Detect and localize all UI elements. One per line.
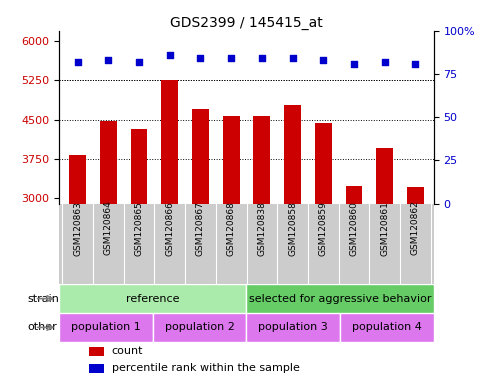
Bar (407, 187, 424, 355)
Bar (346, 186, 362, 355)
Bar (223, 116, 240, 355)
Bar (340, 313, 434, 342)
Bar (192, 109, 209, 355)
Text: population 2: population 2 (165, 322, 235, 333)
Text: population 1: population 1 (71, 322, 141, 333)
Bar (284, 105, 301, 355)
Title: GDS2399 / 145415_at: GDS2399 / 145415_at (170, 16, 323, 30)
Bar (246, 284, 434, 313)
Text: other: other (27, 322, 57, 333)
Text: population 4: population 4 (352, 322, 422, 333)
Bar (153, 313, 246, 342)
Text: population 3: population 3 (258, 322, 328, 333)
Point (288, 55, 296, 61)
Point (135, 59, 143, 65)
Point (412, 60, 420, 67)
Bar (161, 80, 178, 355)
Text: strain: strain (27, 293, 59, 304)
Point (197, 55, 205, 61)
Text: percentile rank within the sample: percentile rank within the sample (111, 363, 299, 373)
Bar (69, 156, 86, 355)
Point (73, 59, 81, 65)
Bar (253, 116, 270, 355)
Bar (246, 313, 340, 342)
Text: reference: reference (126, 293, 179, 304)
Point (105, 57, 112, 63)
Bar (100, 121, 117, 355)
Point (166, 52, 174, 58)
Bar (59, 313, 153, 342)
Bar (89, 347, 104, 356)
Bar (376, 148, 393, 355)
Text: count: count (111, 346, 143, 356)
Point (381, 59, 388, 65)
Bar (59, 284, 246, 313)
Point (319, 57, 327, 63)
Bar (89, 364, 104, 373)
Point (258, 55, 266, 61)
Point (350, 60, 358, 67)
Text: selected for aggressive behavior: selected for aggressive behavior (249, 293, 431, 304)
Point (227, 55, 235, 61)
Bar (131, 129, 147, 355)
Bar (315, 123, 332, 355)
